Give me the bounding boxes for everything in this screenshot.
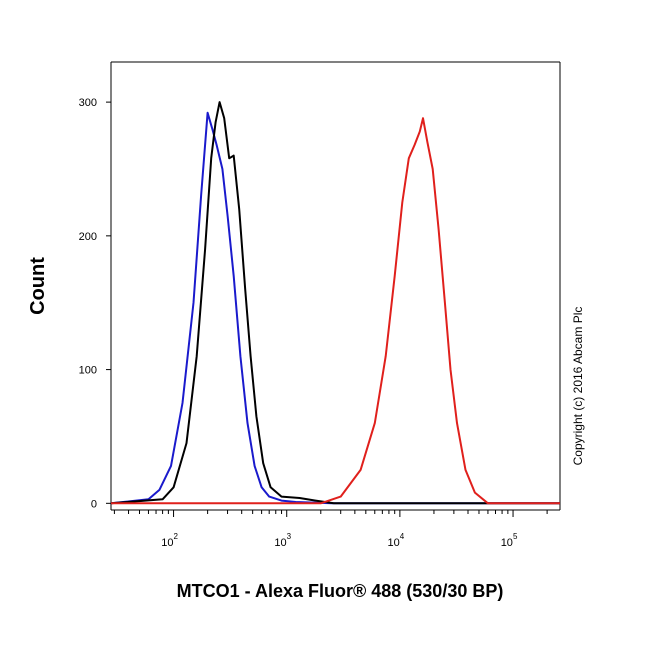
x-tick-label: 103 — [274, 532, 291, 549]
y-axis-ticks: 0 100 200 300 — [79, 97, 111, 510]
y-tick-label: 200 — [79, 231, 97, 243]
x-tick-label: 102 — [161, 532, 178, 549]
x-axis-ticks: 102 103 104 105 — [113, 510, 548, 549]
x-axis-title: MTCO1 - Alexa Fluor® 488 (530/30 BP) — [177, 581, 504, 601]
copyright-annotation: Copyright (c) 2016 Abcam Plc — [571, 307, 585, 466]
y-tick-label: 0 — [91, 498, 97, 510]
plot-frame — [110, 61, 561, 511]
x-tick-label: 104 — [388, 532, 405, 549]
y-tick-label: 100 — [79, 365, 97, 377]
x-tick-label: 105 — [501, 532, 518, 549]
series-blue-line — [110, 111, 560, 505]
y-axis-title: Count — [27, 257, 49, 315]
series-red-line — [111, 117, 560, 505]
y-tick-label: 300 — [79, 97, 97, 109]
series-black-line — [110, 101, 560, 505]
series-layer — [110, 101, 560, 505]
